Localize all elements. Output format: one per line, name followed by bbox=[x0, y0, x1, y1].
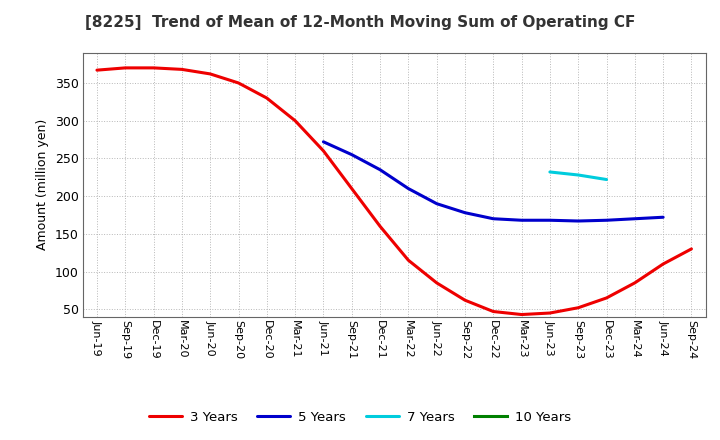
5 Years bbox=[574, 218, 582, 224]
3 Years bbox=[659, 261, 667, 267]
3 Years bbox=[376, 224, 384, 229]
Line: 5 Years: 5 Years bbox=[323, 142, 663, 221]
3 Years bbox=[234, 81, 243, 86]
3 Years bbox=[263, 95, 271, 101]
3 Years bbox=[121, 65, 130, 70]
3 Years bbox=[546, 310, 554, 315]
7 Years bbox=[602, 177, 611, 182]
3 Years bbox=[432, 280, 441, 286]
Line: 7 Years: 7 Years bbox=[550, 172, 606, 180]
5 Years bbox=[404, 186, 413, 191]
3 Years bbox=[93, 67, 102, 73]
3 Years bbox=[348, 186, 356, 191]
3 Years bbox=[687, 246, 696, 252]
7 Years bbox=[546, 169, 554, 175]
5 Years bbox=[517, 218, 526, 223]
3 Years bbox=[404, 257, 413, 263]
3 Years bbox=[489, 309, 498, 314]
5 Years bbox=[659, 215, 667, 220]
5 Years bbox=[602, 218, 611, 223]
Y-axis label: Amount (million yen): Amount (million yen) bbox=[36, 119, 49, 250]
Line: 3 Years: 3 Years bbox=[97, 68, 691, 315]
5 Years bbox=[461, 210, 469, 215]
3 Years bbox=[631, 280, 639, 286]
5 Years bbox=[489, 216, 498, 221]
3 Years bbox=[602, 295, 611, 301]
5 Years bbox=[348, 152, 356, 157]
3 Years bbox=[149, 65, 158, 70]
Text: [8225]  Trend of Mean of 12-Month Moving Sum of Operating CF: [8225] Trend of Mean of 12-Month Moving … bbox=[85, 15, 635, 30]
3 Years bbox=[574, 305, 582, 310]
7 Years bbox=[574, 172, 582, 178]
Legend: 3 Years, 5 Years, 7 Years, 10 Years: 3 Years, 5 Years, 7 Years, 10 Years bbox=[143, 405, 577, 429]
5 Years bbox=[546, 218, 554, 223]
5 Years bbox=[432, 201, 441, 206]
3 Years bbox=[461, 297, 469, 303]
5 Years bbox=[631, 216, 639, 221]
3 Years bbox=[206, 71, 215, 77]
3 Years bbox=[319, 148, 328, 154]
3 Years bbox=[178, 67, 186, 72]
5 Years bbox=[319, 139, 328, 144]
3 Years bbox=[291, 118, 300, 123]
3 Years bbox=[517, 312, 526, 317]
5 Years bbox=[376, 167, 384, 172]
